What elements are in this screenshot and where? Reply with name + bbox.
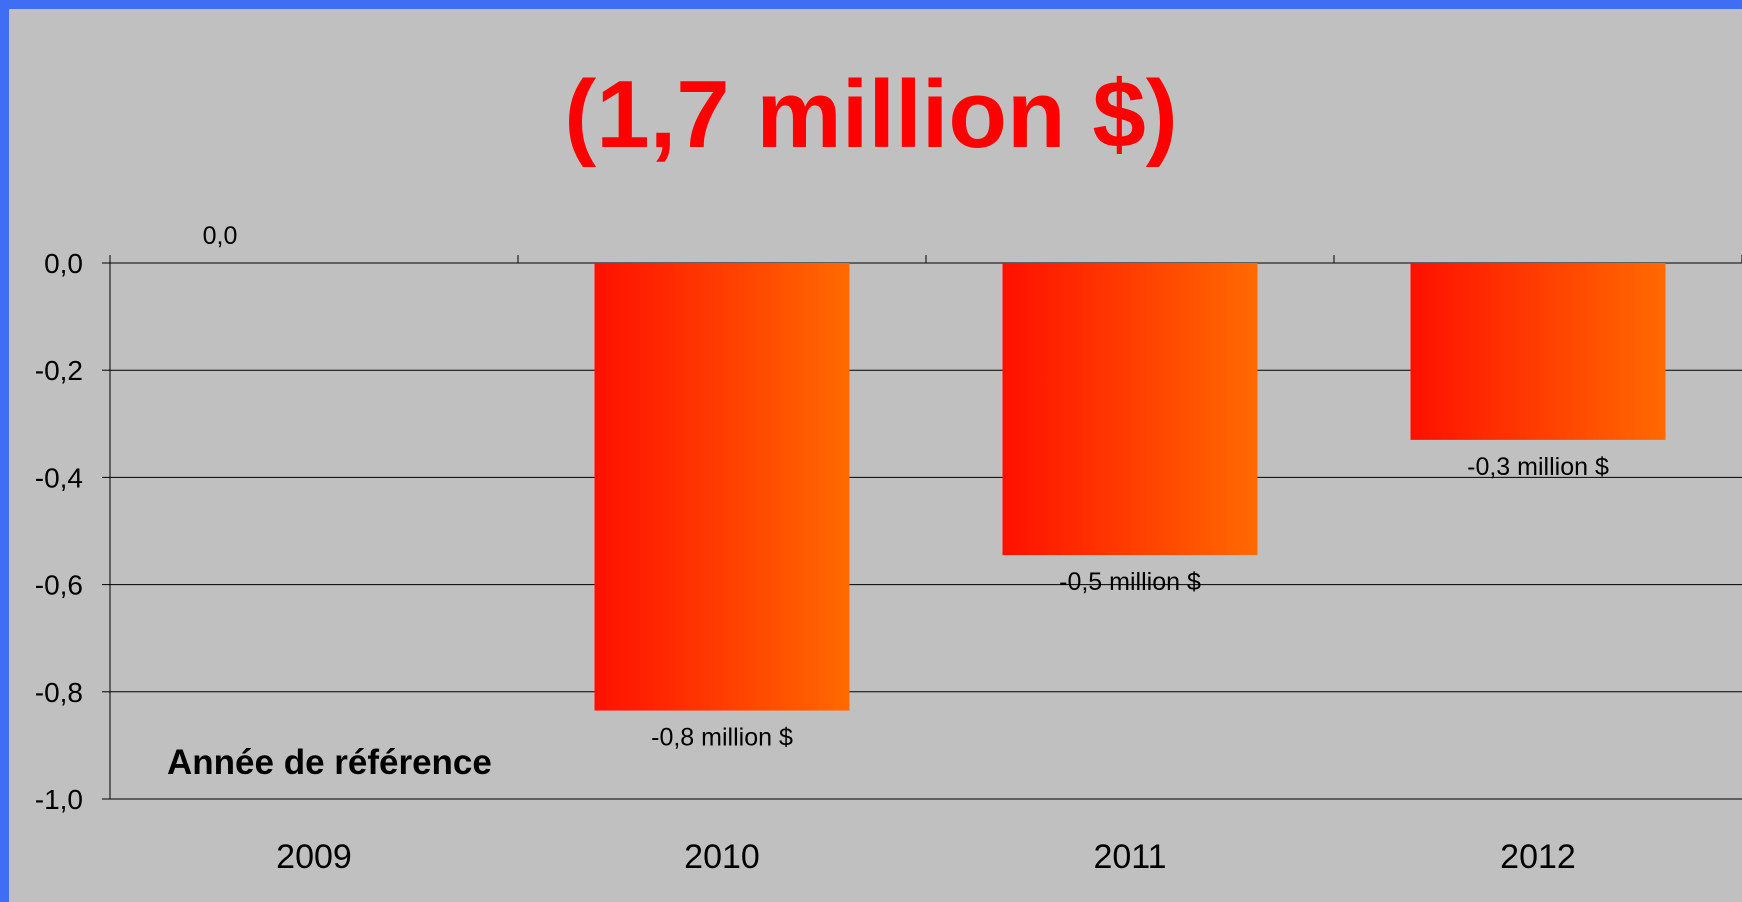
axes <box>102 255 1742 800</box>
y-tick-label: -0,4 <box>35 462 83 493</box>
frame-left-border <box>0 0 9 902</box>
data-label-2010: -0,8 million $ <box>651 724 793 752</box>
chart-title: (1,7 million $) <box>564 61 1178 168</box>
bar-2011 <box>1002 263 1258 556</box>
bar-2012 <box>1410 263 1666 440</box>
y-tick-label: -0,8 <box>35 677 83 708</box>
bar-2010 <box>594 263 850 711</box>
x-category-label: 2009 <box>276 838 352 876</box>
y-tick-label: -1,0 <box>35 784 83 815</box>
y-tick-label: -0,6 <box>35 570 83 601</box>
x-category-label: 2011 <box>1093 838 1166 876</box>
data-label-2009: 0,0 <box>203 222 238 250</box>
bars <box>594 263 1666 711</box>
x-category-label: 2010 <box>684 838 760 876</box>
frame-top-border <box>0 0 1742 9</box>
x-category-label: 2012 <box>1500 838 1576 876</box>
reference-year-annotation: Année de référence <box>167 743 492 782</box>
data-label-2011: -0,5 million $ <box>1059 568 1201 596</box>
y-tick-label: -0,2 <box>35 355 83 386</box>
y-tick-label: 0,0 <box>44 248 83 279</box>
data-label-2012: -0,3 million $ <box>1467 453 1609 481</box>
labels: 0,0 -0,2 -0,4 -0,6 -0,8 -1,0 0,0 2009 -0,8 milli… <box>35 222 1609 876</box>
